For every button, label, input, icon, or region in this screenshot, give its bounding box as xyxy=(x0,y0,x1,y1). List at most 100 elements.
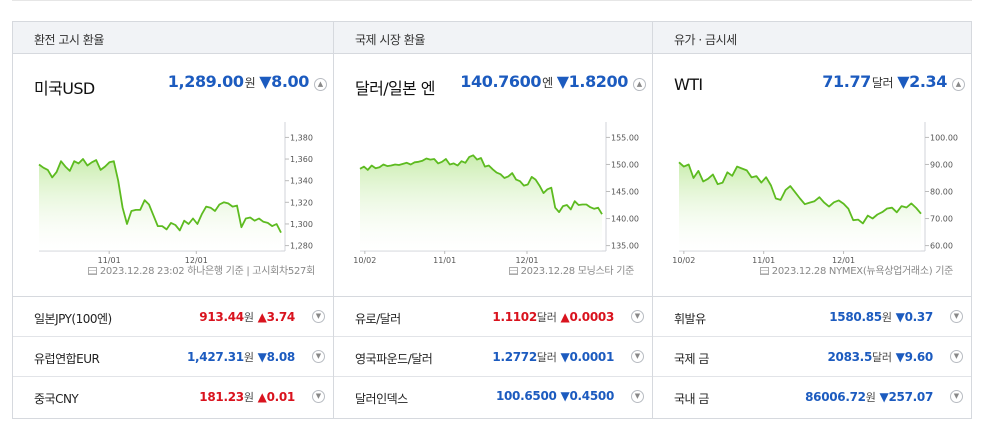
main-quote-unit: 엔 xyxy=(542,76,553,90)
list-item[interactable]: 일본JPY(100엔) 913.44원 ▲3.74 ▼ xyxy=(13,297,333,337)
item-change: ▼0.0001 xyxy=(560,350,615,364)
list-item[interactable]: 국내 금 86006.72원 ▼257.07 ▼ xyxy=(653,377,971,417)
chevron-down-icon[interactable]: ▼ xyxy=(631,390,644,403)
chevron-down-icon[interactable]: ▼ xyxy=(950,310,963,323)
list-item[interactable]: 유로/달러 1.1102달러 ▲0.0003 ▼ xyxy=(334,297,652,337)
source-note: 2023.12.28 NYMEX(뉴욕상업거래소) 기준 xyxy=(759,262,953,277)
chevron-down-icon[interactable]: ▼ xyxy=(312,310,325,323)
main-quote-value: 71.77 xyxy=(822,72,871,91)
item-unit: 원 xyxy=(865,391,876,404)
chevron-down-icon[interactable]: ▼ xyxy=(950,350,963,363)
item-value: 100.6500 xyxy=(495,389,557,403)
item-name: 국내 금 xyxy=(674,392,709,406)
series-line xyxy=(678,161,922,225)
up-arrow-icon: ▲ xyxy=(257,310,267,324)
item-unit: 원 xyxy=(243,311,254,324)
chevron-down-icon[interactable]: ▼ xyxy=(631,350,644,363)
international-rate-panel: 국제 시장 환율 달러/일본 엔 140.7600엔 ▼1.8200 ▲ 155.… xyxy=(333,22,652,418)
item-change: ▼0.37 xyxy=(895,310,934,324)
panel-header[interactable]: 유가 · 금시세 xyxy=(653,22,971,54)
exchange-rate-panel: 환전 고시 환율 미국USD 1,289.00원 ▼8.00 ▲ 1,380 1,3… xyxy=(13,22,333,418)
list-item[interactable]: 중국CNY 181.23원 ▲0.01 ▼ xyxy=(13,377,333,417)
main-quote[interactable]: WTI 71.77달러 ▼2.34 ▲ xyxy=(653,72,971,102)
item-value-group: 86006.72원 ▼257.07 xyxy=(805,389,933,405)
main-quote-change: ▼1.8200 xyxy=(556,72,629,91)
down-arrow-icon: ▼ xyxy=(895,350,905,364)
down-arrow-icon: ▼ xyxy=(560,389,570,403)
list-item[interactable]: 휘발유 1580.85원 ▼0.37 ▼ xyxy=(653,297,971,337)
list-item[interactable]: 달러인덱스 100.6500 ▼0.4500 ▼ xyxy=(334,377,652,417)
item-value: 1,427.31 xyxy=(186,350,244,364)
item-value-group: 913.44원 ▲3.74 xyxy=(199,309,295,325)
y-tick-label: 150.00 xyxy=(611,160,639,169)
item-name: 일본JPY(100엔) xyxy=(34,312,112,326)
item-name: 중국CNY xyxy=(34,392,79,406)
list-item[interactable]: 영국파운드/달러 1.2772달러 ▼0.0001 ▼ xyxy=(334,337,652,377)
down-arrow-icon: ▼ xyxy=(259,72,272,91)
chevron-up-icon[interactable]: ▲ xyxy=(952,78,965,91)
main-quote-change: ▼8.00 xyxy=(259,72,309,91)
x-tick-label: 11/01 xyxy=(433,256,456,264)
item-unit: 원 xyxy=(243,391,254,404)
main-quote-name: 달러/일본 엔 xyxy=(355,79,435,98)
item-value-group: 1,427.31원 ▼8.08 xyxy=(187,349,295,365)
main-quote-value: 140.7600 xyxy=(460,72,542,91)
chevron-up-icon[interactable]: ▲ xyxy=(633,78,646,91)
y-tick-label: 145.00 xyxy=(611,188,639,197)
exchange-rate-chart: 1,380 1,360 1,340 1,320 1,300 1,280 11/01 12/01 xyxy=(38,122,313,264)
item-name: 유로/달러 xyxy=(355,312,401,326)
item-value: 86006.72 xyxy=(805,390,866,404)
item-value: 913.44 xyxy=(199,310,244,324)
series-area xyxy=(679,162,921,251)
chevron-down-icon[interactable]: ▼ xyxy=(631,310,644,323)
y-tick-label: 1,340 xyxy=(290,177,313,186)
market-widget: 환전 고시 환율 미국USD 1,289.00원 ▼8.00 ▲ 1,380 1,3… xyxy=(12,0,972,419)
panel-header[interactable]: 국제 시장 환율 xyxy=(334,22,652,54)
quote-list: 휘발유 1580.85원 ▼0.37 ▼ 국제 금 2083.5달러 ▼9.60 ▼… xyxy=(653,296,971,417)
item-name: 달러인덱스 xyxy=(355,392,408,406)
item-name: 국제 금 xyxy=(674,352,709,366)
main-quote[interactable]: 미국USD 1,289.00원 ▼8.00 ▲ xyxy=(13,72,333,102)
item-value: 1.2772 xyxy=(492,350,537,364)
source-note: 2023.12.28 23:02 하나은행 기준 | 고시회차527회 xyxy=(87,262,315,277)
list-item[interactable]: 국제 금 2083.5달러 ▼9.60 ▼ xyxy=(653,337,971,377)
list-item[interactable]: 유럽연합EUR 1,427.31원 ▼8.08 ▼ xyxy=(13,337,333,377)
chevron-down-icon[interactable]: ▼ xyxy=(312,390,325,403)
y-tick-label: 1,300 xyxy=(290,220,313,229)
down-arrow-icon: ▼ xyxy=(257,350,267,364)
down-arrow-icon: ▼ xyxy=(560,350,570,364)
y-tick-label: 1,320 xyxy=(290,198,313,207)
main-quote-value-group: 140.7600엔 ▼1.8200 xyxy=(460,72,628,91)
item-value-group: 181.23원 ▲0.01 xyxy=(199,389,295,405)
item-value-group: 1.2772달러 ▼0.0001 xyxy=(492,349,614,365)
panel-header[interactable]: 환전 고시 환율 xyxy=(13,22,333,54)
item-change: ▼9.60 xyxy=(895,350,934,364)
item-unit: 달러 xyxy=(872,351,892,364)
source-note: 2023.12.28 모닝스타 기준 xyxy=(508,262,634,277)
x-tick-label: 11/01 xyxy=(98,256,121,264)
y-tick-label: 1,280 xyxy=(290,242,313,251)
item-value-group: 1.1102달러 ▲0.0003 xyxy=(492,309,614,325)
series-line xyxy=(359,154,603,215)
quote-list: 일본JPY(100엔) 913.44원 ▲3.74 ▼ 유럽연합EUR 1,427… xyxy=(13,296,333,417)
main-quote[interactable]: 달러/일본 엔 140.7600엔 ▼1.8200 ▲ xyxy=(334,72,652,102)
item-change: ▲3.74 xyxy=(257,310,296,324)
document-icon xyxy=(759,267,769,275)
x-tick-label: 11/01 xyxy=(752,256,775,264)
item-name: 유럽연합EUR xyxy=(34,352,100,366)
y-tick-label: 140.00 xyxy=(611,215,639,224)
item-value: 2083.5 xyxy=(827,350,872,364)
item-change: ▲0.0003 xyxy=(560,310,615,324)
item-value-group: 100.6500 ▼0.4500 xyxy=(496,389,614,403)
chevron-up-icon[interactable]: ▲ xyxy=(314,78,327,91)
main-quote-value-group: 1,289.00원 ▼8.00 xyxy=(168,72,310,91)
chevron-down-icon[interactable]: ▼ xyxy=(950,390,963,403)
item-change: ▼8.08 xyxy=(257,350,296,364)
chevron-down-icon[interactable]: ▼ xyxy=(312,350,325,363)
item-change: ▼0.4500 xyxy=(560,389,615,403)
x-tick-label: 12/01 xyxy=(832,256,855,264)
item-unit: 달러 xyxy=(536,351,557,364)
y-tick-label: 90.00 xyxy=(930,160,953,169)
y-tick-label: 60.00 xyxy=(930,242,953,251)
main-quote-value-group: 71.77달러 ▼2.34 xyxy=(822,72,947,91)
